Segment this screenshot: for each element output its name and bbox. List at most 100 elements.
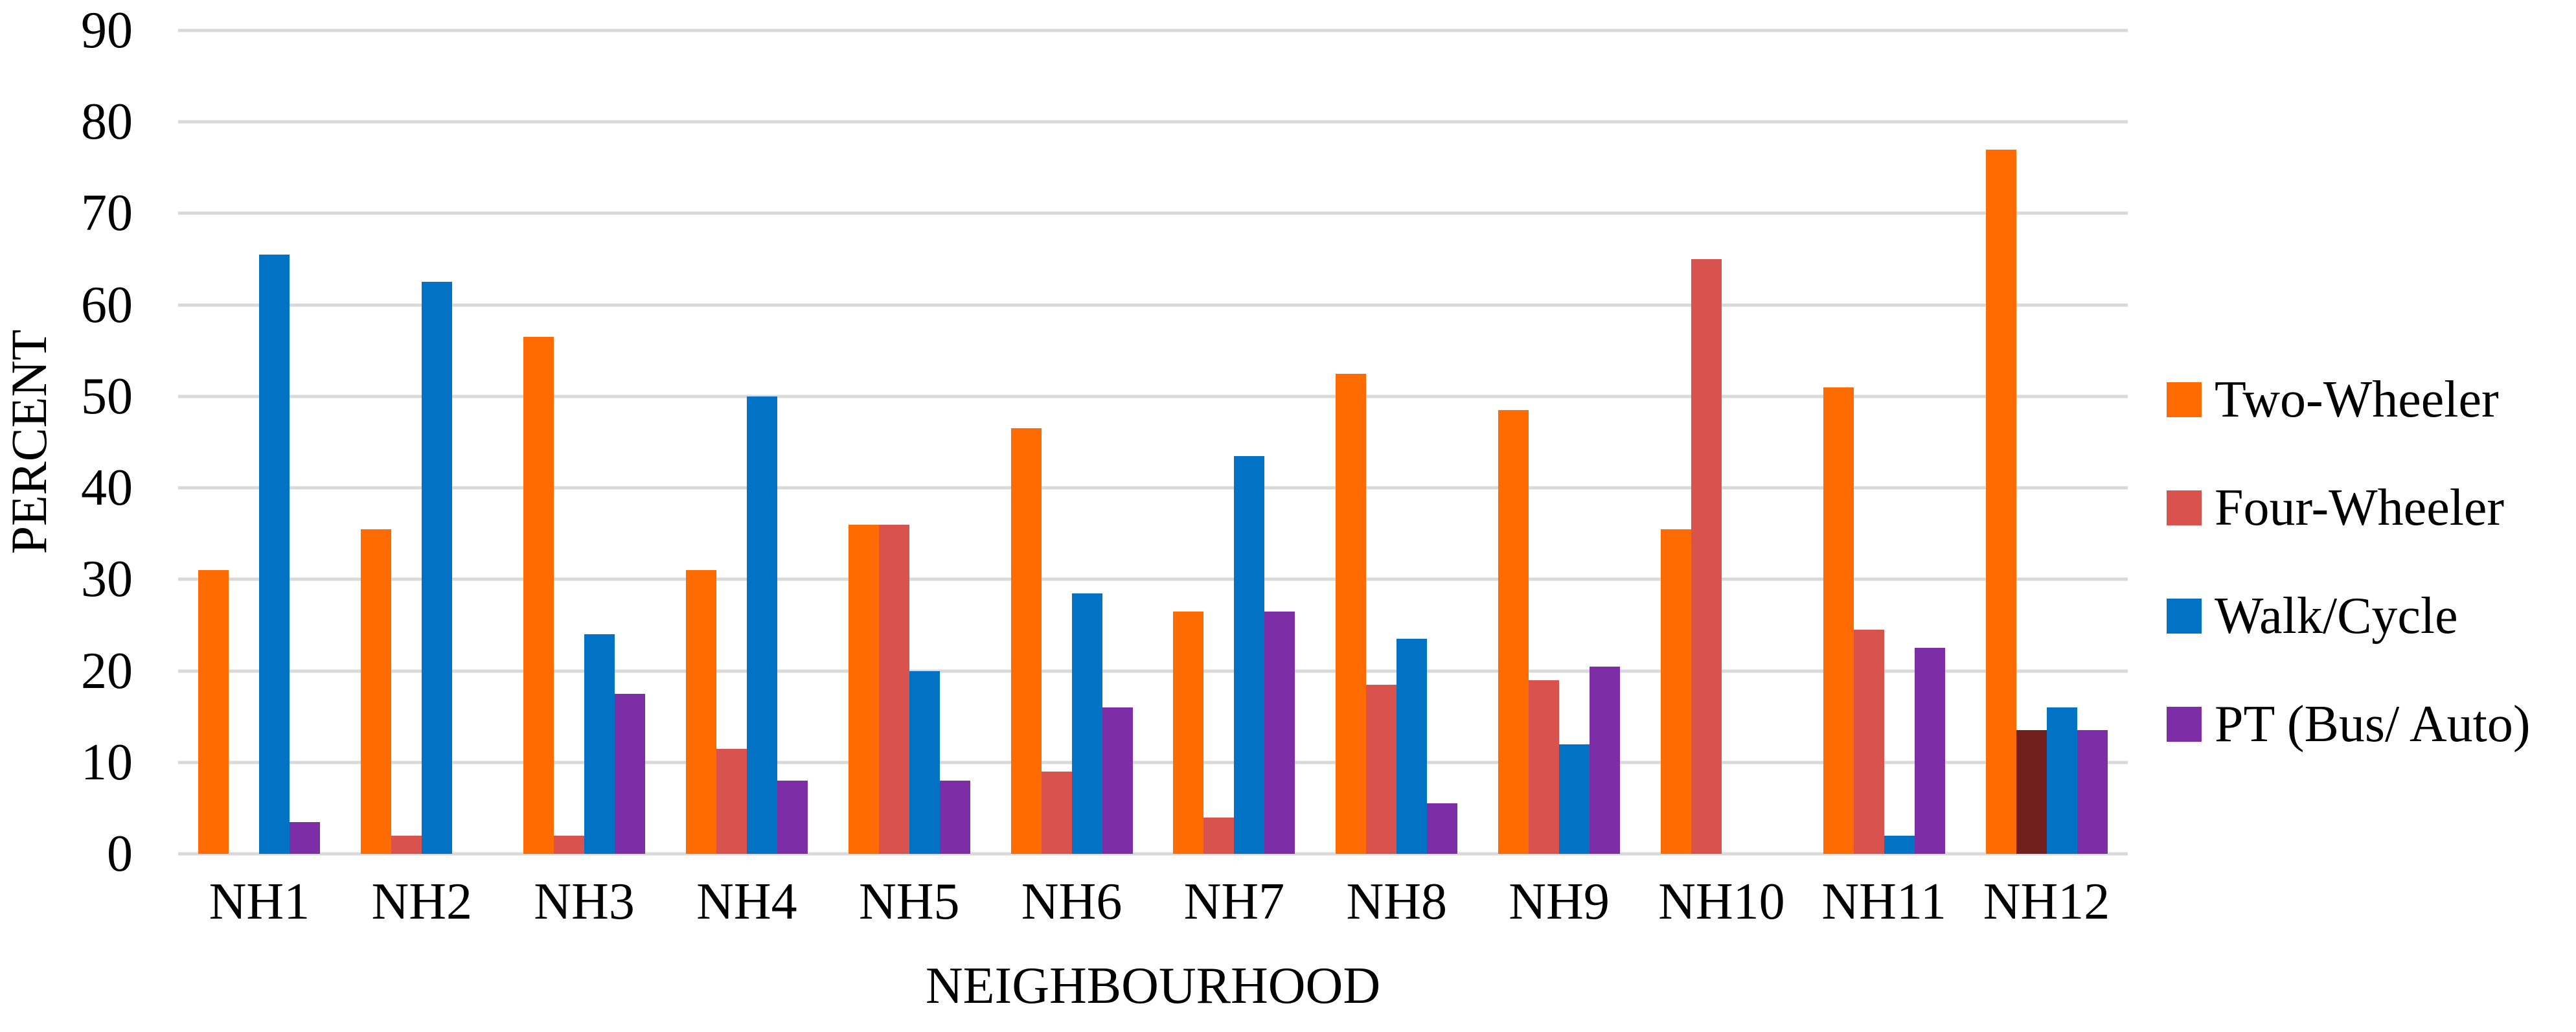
bar-NH11-two-wheeler bbox=[1823, 387, 1854, 854]
legend-label: Two-Wheeler bbox=[2215, 371, 2499, 428]
bar-NH11-walk-cycle bbox=[1884, 835, 1915, 854]
legend-label: Walk/Cycle bbox=[2215, 588, 2458, 645]
legend-swatch-icon bbox=[2167, 490, 2202, 525]
bar-group-NH10 bbox=[1640, 30, 1803, 854]
plot-area bbox=[178, 29, 2128, 856]
bar-group-NH9 bbox=[1478, 30, 1641, 854]
bar-NH4-walk-cycle bbox=[746, 396, 777, 854]
x-tick-label-NH11: NH11 bbox=[1821, 873, 1946, 930]
bar-NH6-four-wheeler bbox=[1041, 771, 1072, 854]
legend-item-walk-cycle: Walk/Cycle bbox=[2167, 586, 2531, 647]
bar-NH5-two-wheeler bbox=[848, 524, 879, 854]
bar-NH2-two-wheeler bbox=[361, 529, 392, 854]
y-tick-label-20: 20 bbox=[81, 642, 133, 700]
bar-NH7-two-wheeler bbox=[1173, 611, 1204, 854]
bar-NH10-two-wheeler bbox=[1660, 529, 1691, 854]
bar-group-NH2 bbox=[341, 30, 503, 854]
gridline-30 bbox=[178, 577, 2128, 581]
bar-NH1-pt-bus-auto- bbox=[290, 821, 321, 854]
bar-group-NH1 bbox=[178, 30, 341, 854]
x-tick-label-NH4: NH4 bbox=[696, 873, 797, 930]
bar-NH4-two-wheeler bbox=[685, 570, 716, 854]
x-tick-label-NH6: NH6 bbox=[1021, 873, 1123, 930]
bar-group-NH8 bbox=[1316, 30, 1478, 854]
bar-NH9-four-wheeler bbox=[1529, 680, 1560, 854]
gridline-90 bbox=[178, 29, 2128, 32]
legend-label: PT (Bus/ Auto) bbox=[2215, 696, 2531, 753]
x-tick-label-NH3: NH3 bbox=[534, 873, 635, 930]
bar-NH5-pt-bus-auto- bbox=[939, 781, 970, 854]
bar-NH8-pt-bus-auto- bbox=[1427, 803, 1458, 854]
x-tick-label-NH9: NH9 bbox=[1509, 873, 1610, 930]
bar-NH7-four-wheeler bbox=[1203, 817, 1235, 854]
bar-group-NH5 bbox=[828, 30, 990, 854]
y-tick-label-0: 0 bbox=[107, 825, 133, 882]
bar-NH7-walk-cycle bbox=[1234, 455, 1265, 854]
bar-NH10-four-wheeler bbox=[1691, 259, 1722, 854]
bar-NH11-four-wheeler bbox=[1853, 630, 1884, 854]
bar-NH2-four-wheeler bbox=[391, 835, 422, 854]
bar-NH9-pt-bus-auto- bbox=[1590, 666, 1621, 854]
x-tick-label-NH8: NH8 bbox=[1346, 873, 1447, 930]
y-tick-label-90: 90 bbox=[81, 2, 133, 59]
x-tick-label-NH7: NH7 bbox=[1183, 873, 1285, 930]
bar-group-NH12 bbox=[1965, 30, 2128, 854]
legend: Two-Wheeler Four-Wheeler Walk/Cycle PT (Bus… bbox=[2167, 369, 2531, 802]
bar-NH7-pt-bus-auto- bbox=[1264, 611, 1295, 854]
bar-NH8-two-wheeler bbox=[1336, 373, 1367, 854]
legend-item-two-wheeler: Two-Wheeler bbox=[2167, 369, 2531, 430]
gridline-20 bbox=[178, 669, 2128, 673]
bar-NH5-walk-cycle bbox=[909, 671, 940, 854]
bar-NH12-pt-bus-auto- bbox=[2077, 730, 2108, 854]
legend-item-pt-bus-auto-: PT (Bus/ Auto) bbox=[2167, 694, 2531, 755]
x-tick-label-NH12: NH12 bbox=[1983, 873, 2110, 930]
legend-swatch-icon bbox=[2167, 382, 2202, 417]
bar-NH3-pt-bus-auto- bbox=[615, 693, 646, 854]
legend-item-four-wheeler: Four-Wheeler bbox=[2167, 477, 2531, 538]
bar-NH8-four-wheeler bbox=[1366, 684, 1397, 854]
bar-NH3-two-wheeler bbox=[523, 337, 554, 854]
bar-NH11-pt-bus-auto- bbox=[1914, 648, 1945, 854]
bar-NH8-walk-cycle bbox=[1396, 639, 1428, 854]
gridline-10 bbox=[178, 761, 2128, 764]
gridline-0 bbox=[178, 852, 2128, 856]
bar-NH1-walk-cycle bbox=[259, 255, 290, 854]
bar-NH9-walk-cycle bbox=[1559, 744, 1590, 854]
gridline-40 bbox=[178, 486, 2128, 490]
bar-group-NH3 bbox=[503, 30, 666, 854]
x-tick-label-NH2: NH2 bbox=[371, 873, 473, 930]
bar-NH6-pt-bus-auto- bbox=[1102, 707, 1133, 854]
bar-NH1-two-wheeler bbox=[198, 570, 229, 854]
legend-swatch-icon bbox=[2167, 707, 2202, 742]
y-tick-label-10: 10 bbox=[81, 733, 133, 791]
bar-NH5-four-wheeler bbox=[878, 524, 909, 854]
bar-NH6-walk-cycle bbox=[1071, 593, 1102, 854]
bar-NH2-walk-cycle bbox=[422, 282, 453, 854]
y-axis-title: PERCENT bbox=[1, 329, 57, 555]
bar-NH12-two-wheeler bbox=[1985, 149, 2016, 854]
gridline-50 bbox=[178, 395, 2128, 398]
bar-group-NH7 bbox=[1153, 30, 1316, 854]
x-tick-label-NH1: NH1 bbox=[209, 873, 310, 930]
gridline-70 bbox=[178, 211, 2128, 215]
bar-groups bbox=[178, 30, 2128, 854]
y-tick-label-80: 80 bbox=[81, 93, 133, 151]
gridline-80 bbox=[178, 120, 2128, 124]
x-axis-title: NEIGHBOURHOOD bbox=[925, 957, 1381, 1015]
y-tick-label-50: 50 bbox=[81, 367, 133, 425]
y-tick-label-60: 60 bbox=[81, 276, 133, 334]
y-tick-label-30: 30 bbox=[81, 551, 133, 608]
bar-group-NH4 bbox=[665, 30, 828, 854]
legend-swatch-icon bbox=[2167, 599, 2202, 634]
bar-NH3-four-wheeler bbox=[554, 835, 585, 854]
y-tick-label-70: 70 bbox=[81, 185, 133, 242]
bar-NH9-two-wheeler bbox=[1498, 410, 1529, 854]
bar-NH3-walk-cycle bbox=[584, 634, 615, 854]
bar-NH12-four-wheeler bbox=[2016, 730, 2047, 854]
bar-NH12-walk-cycle bbox=[2046, 707, 2077, 854]
bar-NH6-two-wheeler bbox=[1010, 428, 1042, 854]
x-tick-label-NH10: NH10 bbox=[1658, 873, 1785, 930]
bar-NH4-four-wheeler bbox=[716, 748, 747, 854]
bar-group-NH6 bbox=[990, 30, 1153, 854]
